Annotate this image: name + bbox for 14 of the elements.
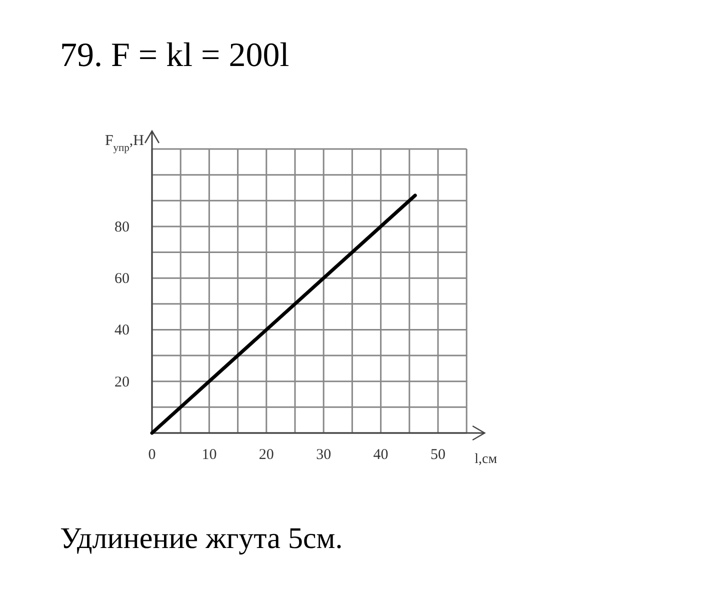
text: Удлинение жгута 5см.	[60, 522, 343, 555]
y-axis-title: F$_{упр}$,Н	[104, 133, 144, 154]
x-axis-title: l,см	[474, 452, 498, 467]
x-tick-label: 10	[202, 447, 217, 463]
y-tick-label: 80	[114, 219, 130, 236]
x-tick-label: 40	[373, 447, 388, 463]
y-tick-label: 20	[114, 374, 130, 390]
x-tick-label: 50	[430, 447, 446, 463]
y-tick-label: 60	[114, 271, 130, 288]
x-tick-label: 30	[316, 447, 332, 463]
chart-title: 79. F = kl = 200l	[60, 37, 290, 74]
y-tick-label: 40	[114, 322, 130, 339]
x-tick-label: 0	[148, 447, 156, 463]
x-tick-label: 20	[258, 447, 274, 463]
